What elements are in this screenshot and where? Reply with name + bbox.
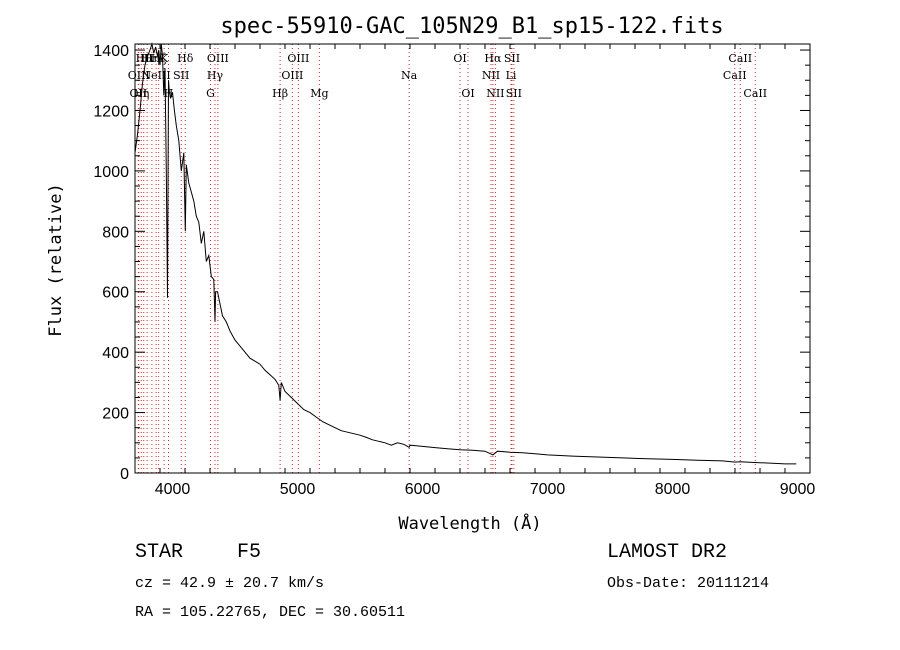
plot-frame <box>134 43 811 474</box>
line-label-23: Hα <box>484 52 502 65</box>
y-tick-label: 1000 <box>93 164 129 181</box>
line-label-21: OI <box>461 87 474 100</box>
line-label-27: SII <box>506 87 522 100</box>
y-tick-label: 0 <box>120 466 129 483</box>
spectrum-series-line <box>134 42 797 465</box>
x-axis-label: Wavelength (Å) <box>398 512 541 534</box>
axes: 4000 5000 6000 7000 8000 9000 0 200 400 600 800 100… <box>93 43 815 498</box>
spectral-line-labels: OIIOIIIHηHθHιHηNeIIIHζKHSIIHδGHγOIIIHβOI… <box>128 52 767 100</box>
line-label-11: Hδ <box>177 52 194 65</box>
line-label-22: NII <box>482 69 500 82</box>
y-axis-label: Flux (relative) <box>46 183 66 337</box>
y-tick-label: 1200 <box>93 103 129 120</box>
line-label-18: Mg <box>310 87 328 100</box>
y-tick-label: 400 <box>102 345 129 362</box>
y-tick-label: 800 <box>102 224 129 241</box>
line-label-20: OI <box>453 52 466 65</box>
obs-date: Obs-Date: 20111214 <box>607 575 770 592</box>
line-label-29: CaII <box>728 52 752 65</box>
line-label-13: Hγ <box>207 69 224 82</box>
survey-name: LAMOST DR2 <box>607 541 728 564</box>
line-label-14: OIII <box>207 52 229 65</box>
x-tick-label: 5000 <box>280 481 316 498</box>
line-label-26: SII <box>504 52 520 65</box>
chart-title: spec-55910-GAC_105N29_B1_sp15-122.fits <box>220 14 723 39</box>
redshift-readout: cz = 42.9 ± 20.7 km/s <box>135 575 325 592</box>
x-tick-label: 9000 <box>780 481 816 498</box>
line-label-30: CaII <box>743 87 767 100</box>
x-tick-label: 8000 <box>655 481 691 498</box>
line-label-6: NeIII <box>142 69 171 82</box>
line-label-0: OII <box>130 87 148 100</box>
x-tick-label: 4000 <box>155 481 191 498</box>
line-label-19: Na <box>401 69 418 82</box>
line-label-17: OIII <box>287 52 309 65</box>
line-label-25: Li <box>506 69 517 82</box>
object-class: STAR <box>135 541 184 564</box>
line-label-24: NII <box>486 87 504 100</box>
x-tick-label: 7000 <box>530 481 566 498</box>
y-tick-label: 1400 <box>93 43 129 60</box>
coordinates: RA = 105.22765, DEC = 30.60511 <box>135 604 406 621</box>
x-tick-label: 6000 <box>405 481 441 498</box>
line-label-12: G <box>206 87 215 100</box>
spectral-line-markers <box>137 44 756 473</box>
line-label-10: SII <box>173 69 189 82</box>
y-tick-label: 600 <box>102 285 129 302</box>
object-subclass: F5 <box>237 541 262 564</box>
line-label-8: K <box>160 52 169 65</box>
y-tick-label: 200 <box>102 406 129 423</box>
line-label-28: CaII <box>723 69 747 82</box>
line-label-16: OIII <box>281 69 303 82</box>
line-label-15: Hβ <box>272 87 288 100</box>
